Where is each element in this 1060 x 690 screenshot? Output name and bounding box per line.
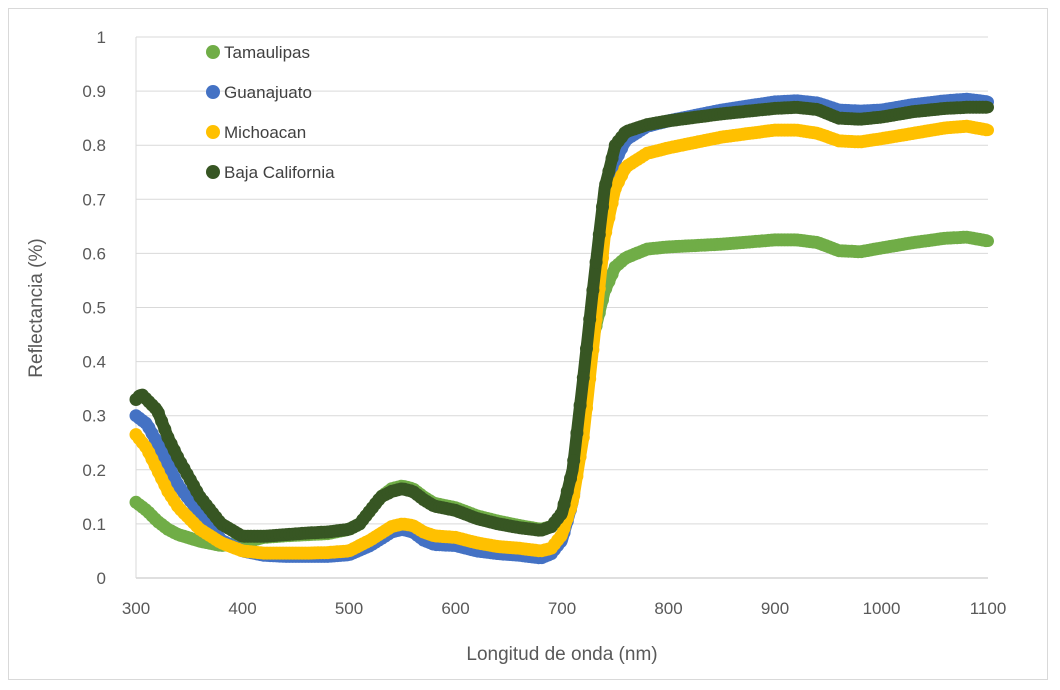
x-tick-label: 600 — [441, 599, 469, 618]
x-tick-label: 800 — [654, 599, 682, 618]
data-point — [557, 497, 571, 511]
legend-marker — [206, 165, 220, 179]
legend-label: Guanajuato — [224, 83, 312, 102]
data-point — [576, 371, 590, 385]
y-tick-label: 0.5 — [82, 299, 106, 318]
data-point — [589, 255, 603, 269]
y-tick-label: 1 — [97, 28, 106, 47]
x-tick-label: 500 — [335, 599, 363, 618]
data-point — [583, 312, 597, 326]
legend: Tamaulipas Guanajuato Michoacan Baja Califo… — [206, 43, 335, 182]
data-point — [592, 228, 606, 241]
data-point — [560, 484, 574, 498]
x-tick-label: 400 — [228, 599, 256, 618]
legend-label: Baja California — [224, 163, 335, 182]
y-axis-title: Reflectancia (%) — [26, 238, 47, 377]
data-point — [567, 454, 581, 468]
y-tick-label: 0.6 — [82, 244, 106, 263]
legend-marker — [206, 125, 220, 139]
x-tick-label: 900 — [761, 599, 789, 618]
data-point — [586, 283, 600, 297]
x-tick-label: 1000 — [863, 599, 901, 618]
data-point — [602, 164, 616, 178]
series-michoacan — [129, 119, 994, 560]
y-tick-label: 0.1 — [82, 515, 106, 534]
legend-marker — [206, 85, 220, 99]
y-tick-label: 0 — [97, 569, 106, 588]
data-point — [596, 200, 609, 214]
x-tick-label: 300 — [122, 599, 150, 618]
x-tick-label: 700 — [548, 599, 576, 618]
x-tick-label: 1100 — [970, 599, 1007, 618]
data-point — [580, 342, 593, 356]
data-point — [564, 472, 577, 485]
data-point — [979, 123, 993, 137]
y-tick-label: 0.3 — [82, 407, 106, 426]
data-point — [599, 177, 613, 191]
legend-label: Tamaulipas — [224, 43, 310, 62]
y-tick-label: 0.8 — [82, 136, 106, 155]
y-axis-ticks: 0 0.1 0.2 0.3 0.4 0.5 0.6 0.7 0.8 0.9 1 — [82, 28, 106, 588]
data-point — [573, 398, 587, 412]
y-tick-label: 0.7 — [82, 190, 106, 209]
data-point — [570, 426, 584, 440]
y-tick-label: 0.2 — [82, 461, 106, 480]
y-tick-label: 0.9 — [82, 82, 106, 101]
legend-label: Michoacan — [224, 123, 306, 142]
x-axis-ticks: 300 400 500 600 700 800 900 1000 1100 — [122, 599, 1006, 618]
data-point — [979, 100, 993, 114]
data-point — [554, 507, 568, 521]
series-baja-california — [129, 100, 994, 543]
data-point — [605, 151, 619, 165]
x-axis-title: Longitud de onda (nm) — [466, 644, 657, 665]
plot-area — [129, 92, 994, 565]
data-point — [979, 234, 993, 248]
y-tick-label: 0.4 — [82, 353, 106, 372]
legend-marker — [206, 45, 220, 59]
